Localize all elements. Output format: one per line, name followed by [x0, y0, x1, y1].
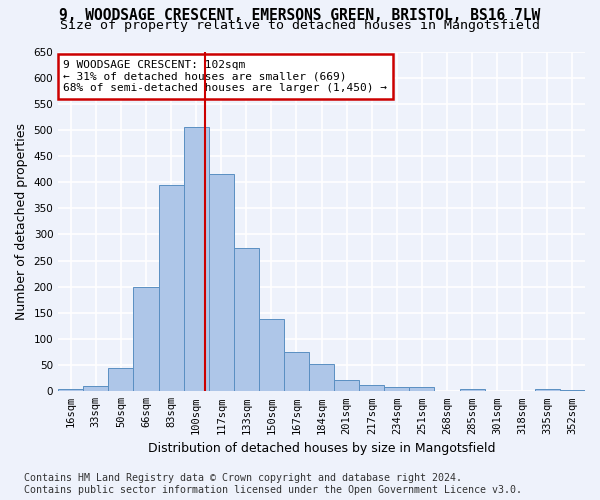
Bar — [234, 248, 259, 392]
Bar — [359, 385, 385, 392]
Bar — [385, 387, 409, 392]
Text: Contains HM Land Registry data © Crown copyright and database right 2024.
Contai: Contains HM Land Registry data © Crown c… — [24, 474, 522, 495]
Bar — [334, 380, 359, 392]
Bar — [309, 364, 334, 392]
Y-axis label: Number of detached properties: Number of detached properties — [15, 123, 28, 320]
Text: 9 WOODSAGE CRESCENT: 102sqm
← 31% of detached houses are smaller (669)
68% of se: 9 WOODSAGE CRESCENT: 102sqm ← 31% of det… — [64, 60, 388, 93]
Bar — [560, 390, 585, 392]
Bar — [58, 388, 83, 392]
X-axis label: Distribution of detached houses by size in Mangotsfield: Distribution of detached houses by size … — [148, 442, 496, 455]
Bar — [109, 368, 133, 392]
Bar — [284, 352, 309, 392]
Bar — [460, 388, 485, 392]
Bar — [133, 287, 158, 392]
Bar — [259, 319, 284, 392]
Bar — [409, 387, 434, 392]
Bar — [83, 386, 109, 392]
Bar — [209, 174, 234, 392]
Bar — [535, 388, 560, 392]
Bar — [184, 128, 209, 392]
Text: 9, WOODSAGE CRESCENT, EMERSONS GREEN, BRISTOL, BS16 7LW: 9, WOODSAGE CRESCENT, EMERSONS GREEN, BR… — [59, 8, 541, 22]
Text: Size of property relative to detached houses in Mangotsfield: Size of property relative to detached ho… — [60, 19, 540, 32]
Bar — [158, 185, 184, 392]
